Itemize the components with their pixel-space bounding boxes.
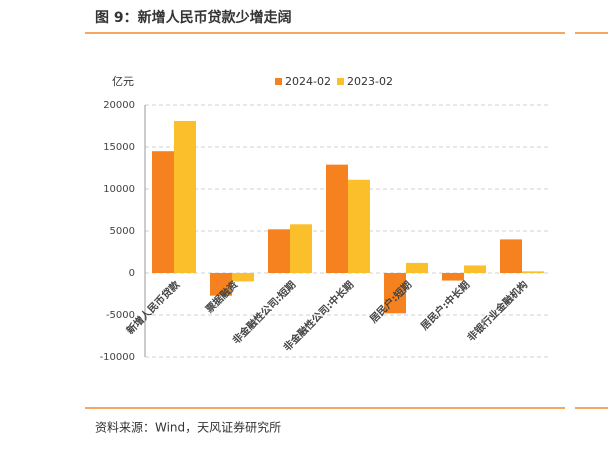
bar <box>152 151 174 273</box>
figure-title: 图 9：新增人民币贷款少增走阔 <box>95 9 292 26</box>
bar <box>290 224 312 273</box>
bar <box>406 262 428 273</box>
x-tick-label: 居民户:中长期 <box>418 278 472 332</box>
y-tick-label: 0 <box>129 268 135 279</box>
bar <box>384 273 406 314</box>
y-tick-label: 10000 <box>103 184 135 195</box>
y-tick-label: -10000 <box>100 352 135 363</box>
legend-label: 2023-02 <box>347 75 393 88</box>
bar <box>326 164 348 273</box>
legend-swatch <box>337 78 344 85</box>
source-note: 资料来源：Wind，天风证券研究所 <box>95 420 281 435</box>
x-tick-label: 非银行业金融机构 <box>464 278 530 344</box>
legend-swatch <box>275 78 282 85</box>
x-tick-label: 非金融性公司:短期 <box>230 278 299 347</box>
bar <box>348 179 370 273</box>
bar <box>268 229 290 273</box>
bar <box>464 265 486 273</box>
bar <box>232 273 254 282</box>
bar <box>210 273 232 296</box>
y-axis-label: 亿元 <box>112 75 134 88</box>
legend-label: 2024-02 <box>285 75 331 88</box>
y-tick-label: -5000 <box>106 310 135 321</box>
bar <box>522 271 544 273</box>
bar <box>174 120 196 274</box>
y-tick-label: 5000 <box>110 226 135 237</box>
y-tick-label: 15000 <box>103 142 135 153</box>
bar <box>500 239 522 273</box>
x-tick-label: 新增人民币贷款 <box>124 277 183 336</box>
y-tick-label: 20000 <box>103 100 135 111</box>
bar <box>442 273 464 281</box>
